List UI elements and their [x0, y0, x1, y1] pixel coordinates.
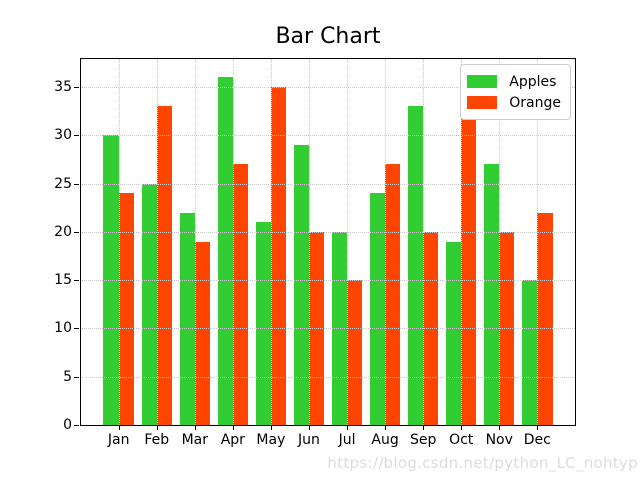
x-tick-label: Jun: [298, 432, 320, 448]
y-tick-mark: [74, 135, 79, 137]
watermark: https://blog.csdn.net/python_LC_nohtyp: [327, 454, 638, 472]
bar-orange-jul: [347, 280, 363, 425]
y-tick-label: 20: [54, 223, 72, 240]
bar-orange-mar: [194, 241, 210, 425]
x-tick-label: Oct: [449, 432, 474, 448]
bar-orange-oct: [461, 115, 477, 425]
x-tick-mark: [385, 426, 387, 430]
apples-legend-label: Apples: [509, 73, 557, 90]
x-tick-mark: [423, 426, 425, 430]
y-tick-mark: [74, 183, 79, 185]
bar-orange-nov: [499, 231, 515, 425]
y-tick-mark: [74, 376, 79, 378]
x-tick-mark: [537, 426, 539, 430]
bar-orange-jun: [308, 231, 325, 425]
y-tick-label: 30: [54, 127, 72, 144]
y-tick-mark: [74, 87, 79, 88]
bar-apples-mar: [179, 212, 195, 425]
legend-item-orange: Orange: [467, 92, 561, 113]
x-tick-mark: [308, 426, 310, 430]
apples-legend-swatch: [467, 75, 498, 88]
bar-apples-sep: [407, 106, 424, 425]
x-tick-mark: [194, 426, 196, 430]
y-tick-mark: [74, 231, 79, 233]
bar-orange-dec: [537, 212, 553, 425]
y-tick-label: 5: [63, 368, 72, 385]
y-tick-mark: [74, 280, 79, 282]
y-tick-label: 10: [54, 320, 72, 337]
y-tick-mark: [74, 425, 79, 426]
y-tick-label: 15: [54, 272, 72, 289]
x-tick-mark: [499, 426, 501, 430]
orange-legend-label: Orange: [509, 94, 561, 111]
bar-apples-jan: [103, 135, 119, 425]
y-tick-label: 35: [54, 79, 72, 95]
bar-orange-jan: [118, 193, 134, 425]
x-tick-mark: [347, 426, 349, 430]
bar-apples-may: [255, 222, 271, 425]
y-tick-label: 0: [63, 417, 72, 433]
x-tick-label: Jul: [338, 432, 356, 448]
y-tick-mark: [74, 328, 79, 330]
x-tick-label: Apr: [220, 432, 245, 448]
bar-apples-aug: [369, 193, 386, 425]
bar-orange-aug: [385, 164, 401, 425]
y-tick-label: 25: [54, 175, 72, 192]
legend-item-apples: Apples: [467, 71, 561, 92]
bar-apples-oct: [445, 241, 462, 425]
x-tick-label: Mar: [181, 432, 208, 448]
x-tick-mark: [156, 426, 158, 430]
x-tick-label: Sep: [409, 432, 437, 448]
x-tick-label: May: [256, 432, 286, 448]
chart-title: Bar Chart: [275, 24, 381, 49]
plot-area: Apples Orange: [80, 58, 576, 426]
bar-apples-apr: [217, 77, 233, 425]
x-tick-mark: [461, 426, 463, 430]
x-tick-label: Nov: [485, 432, 513, 448]
bar-apples-dec: [522, 280, 538, 425]
x-tick-label: Jan: [107, 432, 130, 448]
bar-apples-jun: [293, 144, 309, 425]
x-tick-label: Feb: [144, 432, 170, 448]
x-tick-mark: [232, 426, 234, 430]
bar-apples-feb: [141, 183, 157, 425]
orange-legend-swatch: [467, 96, 498, 109]
bar-apples-nov: [484, 164, 500, 425]
bar-orange-apr: [232, 164, 249, 425]
bar-orange-feb: [156, 106, 172, 425]
legend: Apples Orange: [460, 64, 571, 120]
x-tick-label: Aug: [371, 432, 399, 448]
x-tick-label: Dec: [523, 432, 551, 448]
x-tick-mark: [118, 426, 120, 430]
bar-orange-may: [270, 87, 287, 425]
bar-apples-jul: [331, 231, 348, 425]
bar-orange-sep: [423, 231, 439, 425]
x-tick-mark: [270, 426, 272, 430]
